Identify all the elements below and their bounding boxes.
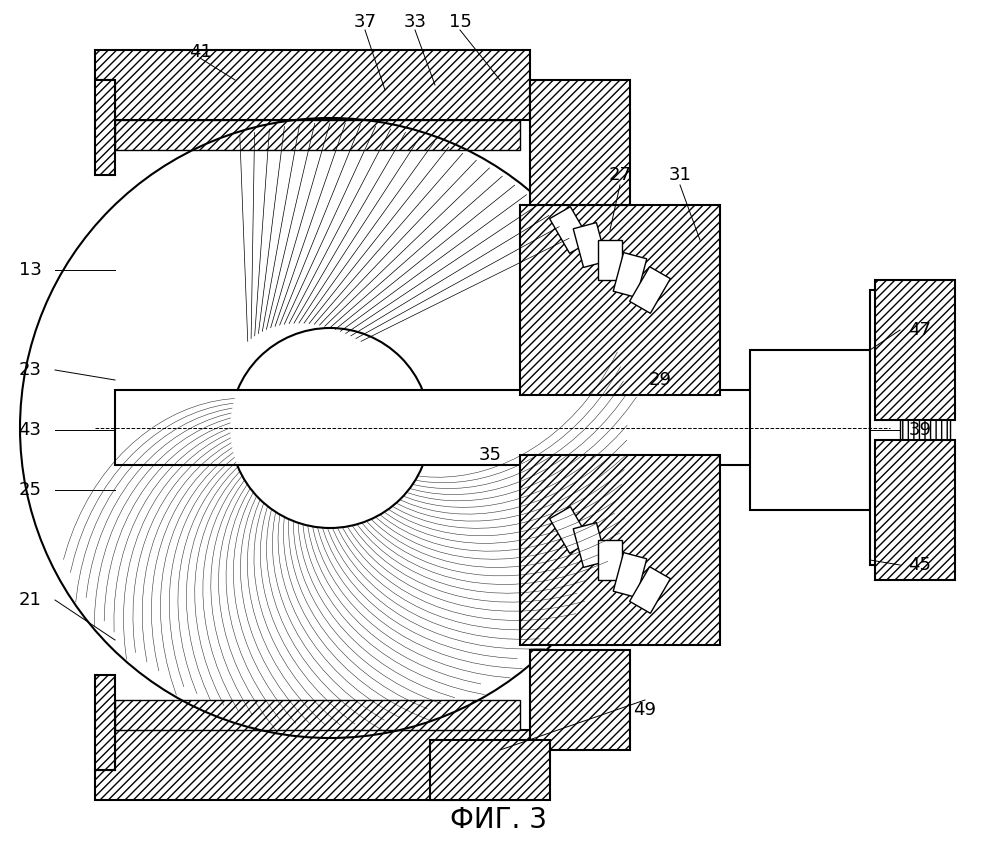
Bar xyxy=(115,390,870,465)
Text: 43: 43 xyxy=(19,421,42,439)
Polygon shape xyxy=(95,50,530,120)
Polygon shape xyxy=(549,506,590,554)
Polygon shape xyxy=(629,566,670,614)
Polygon shape xyxy=(613,253,646,297)
Text: 15: 15 xyxy=(449,13,472,31)
Text: 47: 47 xyxy=(908,321,931,339)
Bar xyxy=(95,80,115,175)
Text: 41: 41 xyxy=(189,43,212,61)
Text: 33: 33 xyxy=(404,13,427,31)
Bar xyxy=(750,350,870,510)
Text: 21: 21 xyxy=(19,591,41,609)
Text: 13: 13 xyxy=(19,261,41,279)
Bar xyxy=(520,455,720,645)
Circle shape xyxy=(230,328,430,528)
Polygon shape xyxy=(598,540,622,580)
Text: 29: 29 xyxy=(648,371,671,389)
Text: 31: 31 xyxy=(668,166,691,184)
Polygon shape xyxy=(549,207,590,254)
Text: ФИГ. 3: ФИГ. 3 xyxy=(451,806,547,834)
Text: 45: 45 xyxy=(908,556,931,574)
Polygon shape xyxy=(115,700,520,730)
Polygon shape xyxy=(598,240,622,280)
Text: 23: 23 xyxy=(19,361,42,379)
Bar xyxy=(520,205,720,395)
Bar xyxy=(530,650,630,750)
Polygon shape xyxy=(573,523,606,567)
Text: 37: 37 xyxy=(354,13,377,31)
Polygon shape xyxy=(613,553,646,597)
Polygon shape xyxy=(573,223,606,267)
Bar xyxy=(875,280,955,420)
Text: 25: 25 xyxy=(19,481,42,499)
Text: 35: 35 xyxy=(479,446,501,464)
Bar xyxy=(875,440,955,580)
Text: 49: 49 xyxy=(633,701,656,719)
Text: 27: 27 xyxy=(608,166,631,184)
Bar xyxy=(430,740,550,800)
Text: 39: 39 xyxy=(908,421,931,439)
Bar xyxy=(870,290,950,565)
Bar xyxy=(900,330,950,530)
Polygon shape xyxy=(115,120,520,150)
Bar xyxy=(530,80,630,205)
Polygon shape xyxy=(629,267,670,314)
Bar xyxy=(95,675,115,770)
Polygon shape xyxy=(95,730,530,800)
